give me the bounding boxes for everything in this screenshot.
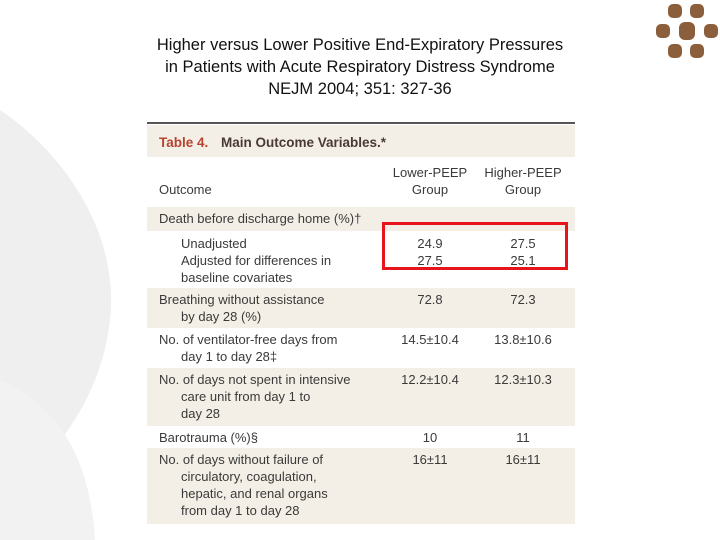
- outcome-text: Barotrauma (%)§: [159, 430, 258, 445]
- lower-peep-value: 72.8: [417, 292, 443, 307]
- caption-label: Table 4.: [159, 135, 209, 150]
- outcome-text: day 1 to day 28‡: [181, 349, 278, 364]
- outcome-text: from day 1 to day 28: [181, 503, 300, 518]
- outcome-text: No. of ventilator-free days from: [159, 332, 338, 347]
- outcome-text: No. of days not spent in intensive: [159, 372, 351, 387]
- table: Table 4. Main Outcome Variables.* Outcome L…: [147, 122, 575, 532]
- outcome-text: care unit from day 1 to: [181, 389, 311, 404]
- outcome-text: day 28: [181, 406, 221, 421]
- lower-peep-value: 16±11: [412, 452, 448, 467]
- lower-peep-value: 10: [422, 430, 438, 445]
- title-line: Higher versus Lower Positive End-Expirat…: [156, 36, 564, 54]
- higher-peep-value: 25.1: [510, 253, 536, 268]
- bg-swirl: [0, 380, 95, 540]
- outcome-text: Adjusted for differences in: [181, 253, 332, 268]
- lower-peep-value: 14.5±10.4: [401, 332, 459, 347]
- col-header: Group: [504, 182, 542, 197]
- outcome-text: Breathing without assistance: [159, 292, 325, 307]
- higher-peep-value: 27.5: [510, 236, 536, 251]
- row-bg: [147, 288, 575, 328]
- outcome-text: circulatory, coagulation,: [181, 469, 317, 484]
- higher-peep-value: 16±11: [505, 452, 541, 467]
- higher-peep-value: 72.3: [510, 292, 536, 307]
- outcome-text: Death before discharge home (%)†: [159, 211, 362, 226]
- outcome-text: Unadjusted: [181, 236, 247, 251]
- top-rule: [147, 122, 575, 124]
- row-bg: [147, 207, 575, 231]
- outcome-text: No. of days without failure of: [159, 452, 324, 467]
- lower-peep-value: 24.9: [417, 236, 443, 251]
- caption-text: Main Outcome Variables.*: [221, 135, 387, 150]
- higher-peep-value: 11: [516, 430, 530, 445]
- outcome-text: hepatic, and renal organs: [181, 486, 328, 501]
- outcome-text: by day 28 (%): [181, 309, 262, 324]
- title-line: NEJM 2004; 351: 327-36: [268, 80, 452, 98]
- logo: [656, 4, 718, 58]
- col-header: Higher-PEEP: [484, 165, 562, 180]
- higher-peep-value: 13.8±10.6: [494, 332, 552, 347]
- higher-peep-value: 12.3±10.3: [494, 372, 552, 387]
- highlight-box: [382, 222, 568, 270]
- caption-bg: [147, 125, 575, 157]
- row-bg: [147, 368, 575, 426]
- lower-peep-value: 27.5: [417, 253, 443, 268]
- row-bg: [147, 448, 575, 524]
- title-line: in Patients with Acute Respiratory Distr…: [165, 58, 555, 76]
- col-header: Lower-PEEP: [392, 165, 468, 180]
- col-header: Group: [411, 182, 449, 197]
- lower-peep-value: 12.2±10.4: [401, 372, 459, 387]
- col-header: Outcome: [159, 182, 212, 197]
- outcome-text: baseline covariates: [181, 270, 293, 285]
- title: Higher versus Lower Positive End-Expirat…: [0, 34, 720, 100]
